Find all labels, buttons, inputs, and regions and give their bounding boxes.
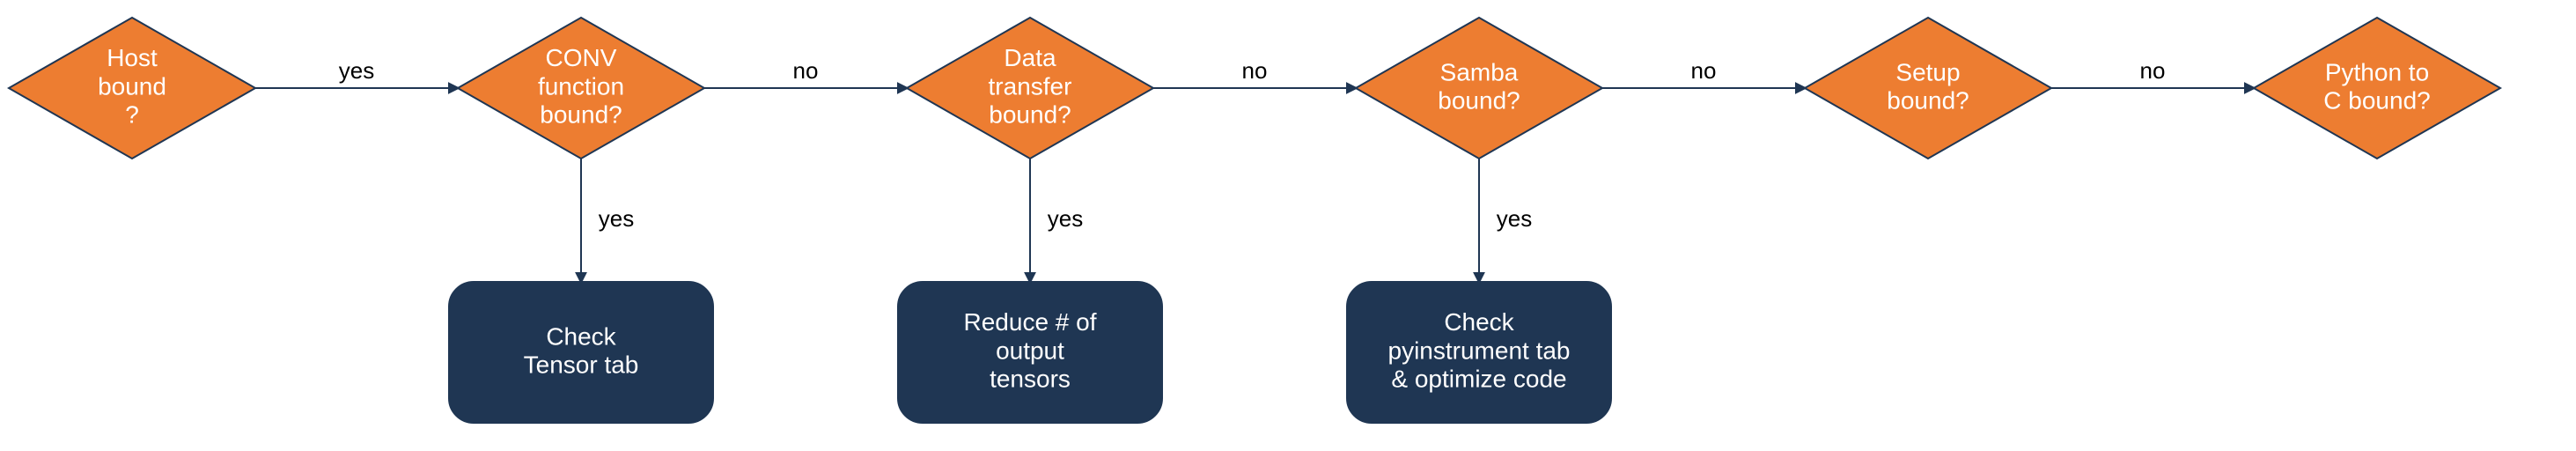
node-text-line: Host <box>107 44 158 71</box>
action-reduce-output-tensors: Reduce # ofoutputtensors <box>898 282 1162 423</box>
edge-label: yes <box>339 57 374 84</box>
action-check-tensor-tab: CheckTensor tab <box>449 282 713 423</box>
edge-label: yes <box>599 205 634 232</box>
edge-label: no <box>2140 57 2166 84</box>
node-text-line: transfer <box>989 72 1072 100</box>
node-text-line: tensors <box>990 366 1071 393</box>
node-text-line: C bound? <box>2323 86 2430 114</box>
decision-setup-bound: Setupbound? <box>1805 18 2051 159</box>
node-text-line: CONV <box>546 44 617 71</box>
edge-label: no <box>793 57 819 84</box>
node-text-line: output <box>996 336 1064 364</box>
node-text-line: bound? <box>1438 86 1520 114</box>
node-text-line: Check <box>1444 308 1514 336</box>
edge-label: yes <box>1048 205 1083 232</box>
node-text-line: ? <box>125 101 139 129</box>
node-text-line: bound? <box>540 101 622 129</box>
node-text-line: Setup <box>1895 58 1960 85</box>
decision-conv-function-bound: CONVfunctionbound? <box>458 18 704 159</box>
node-text-line: Check <box>546 322 616 350</box>
node-text-line: bound? <box>989 101 1071 129</box>
node-text-line: Data <box>1004 44 1056 71</box>
flowchart-canvas: yesnonononoyesyesyes Hostbound? CONVfunc… <box>0 0 2576 451</box>
action-check-pyinstrument-optimize: Checkpyinstrument tab& optimize code <box>1347 282 1611 423</box>
node-text-line: Reduce # of <box>964 308 1097 336</box>
node-text-line: function <box>538 72 624 100</box>
edge-label: yes <box>1497 205 1532 232</box>
node-text-line: & optimize code <box>1391 366 1566 393</box>
node-text-line: Samba <box>1440 58 1519 85</box>
edge-label: no <box>1242 57 1268 84</box>
node-text-line: bound <box>98 72 166 100</box>
node-text-line: pyinstrument tab <box>1388 336 1571 364</box>
node-text-line: Python to <box>2325 58 2429 85</box>
edge-label: no <box>1691 57 1717 84</box>
node-text-line: bound? <box>1887 86 1969 114</box>
node-text-line: Tensor tab <box>524 351 639 378</box>
decision-host-bound: Hostbound? <box>9 18 255 159</box>
decision-python-to-c-bound: Python toC bound? <box>2254 18 2500 159</box>
decision-data-transfer-bound: Datatransferbound? <box>907 18 1153 159</box>
decision-samba-bound: Sambabound? <box>1356 18 1602 159</box>
